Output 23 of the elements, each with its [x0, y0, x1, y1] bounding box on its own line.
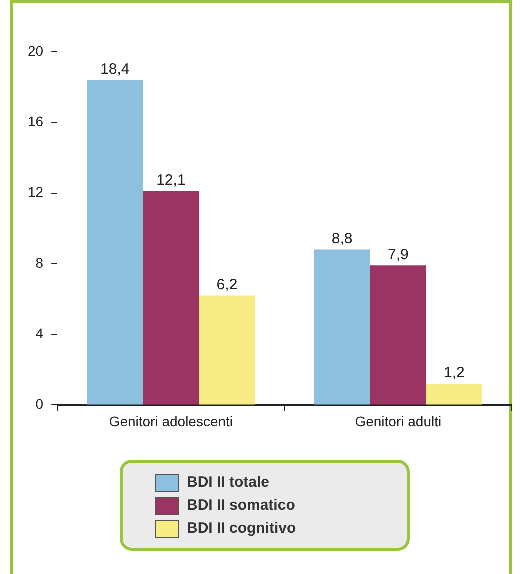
y-tick-label: 4: [36, 325, 44, 342]
x-tick-label: Genitori adulti: [355, 413, 442, 430]
bar: [199, 296, 256, 405]
legend-label: BDI II somatico: [187, 497, 296, 514]
y-tick-label: 16: [28, 114, 44, 130]
y-tick-label: 8: [36, 254, 44, 271]
y-tick-label: 20: [28, 42, 44, 59]
bar: [426, 384, 482, 405]
bar: [314, 250, 370, 405]
data-label: 18,4: [100, 60, 130, 78]
y-tick-label: 12: [28, 184, 44, 200]
legend-label: BDI II totale: [187, 474, 270, 491]
y-tick-label: 0: [36, 396, 44, 412]
data-label: 8,8: [332, 230, 353, 248]
bar: [370, 266, 426, 405]
data-label: 7,9: [388, 246, 409, 264]
bar: [143, 192, 200, 405]
data-label: 12,1: [156, 172, 186, 190]
legend-label: BDI II cognitivo: [187, 520, 296, 537]
data-label: 6,2: [216, 276, 238, 294]
x-tick-label: Genitori adolescenti: [109, 413, 234, 430]
data-label: 1,2: [444, 364, 465, 382]
bar: [87, 80, 144, 405]
